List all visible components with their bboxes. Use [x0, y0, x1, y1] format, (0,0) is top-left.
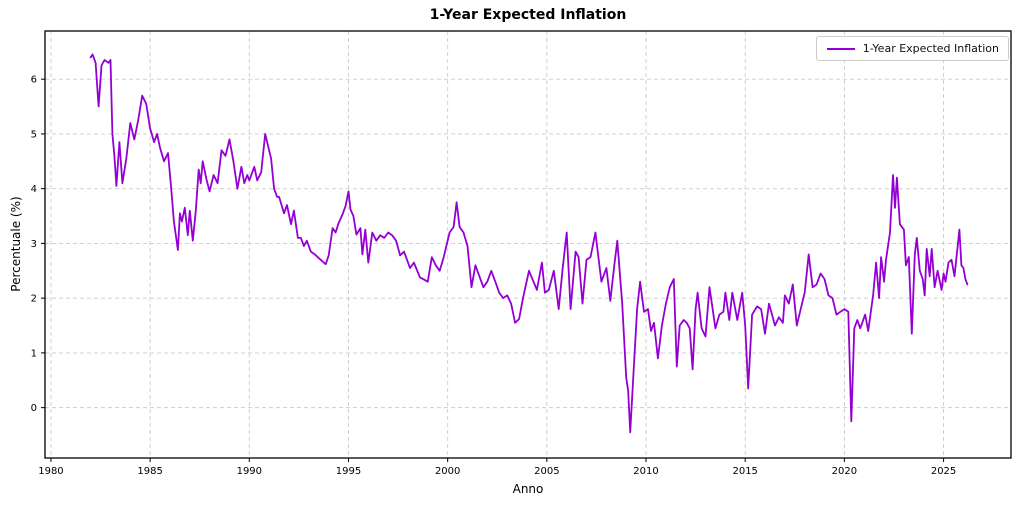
y-tick-label: 4 — [31, 184, 37, 195]
y-tick-label: 3 — [31, 239, 37, 250]
y-tick-label: 1 — [31, 348, 37, 359]
x-tick-label: 1980 — [38, 466, 63, 477]
legend-label: 1-Year Expected Inflation — [862, 42, 999, 55]
y-tick-label: 2 — [31, 294, 37, 305]
x-tick-label: 2005 — [534, 466, 559, 477]
legend: 1-Year Expected Inflation — [815, 36, 1009, 61]
x-axis-label: Anno — [512, 482, 544, 496]
y-tick-label: 0 — [31, 403, 37, 414]
x-tick-label: 2015 — [732, 466, 757, 477]
x-tick-label: 1995 — [336, 466, 361, 477]
x-tick-label: 2000 — [435, 466, 460, 477]
y-tick-label: 5 — [31, 129, 37, 140]
x-tick-label: 2010 — [633, 466, 658, 477]
x-tick-label: 1985 — [137, 466, 162, 477]
x-tick-label: 2020 — [832, 466, 857, 477]
plot-border — [44, 30, 1012, 459]
legend-line-swatch — [826, 47, 855, 50]
x-tick-label: 2025 — [931, 466, 956, 477]
y-tick-label: 6 — [31, 75, 37, 86]
plot-background — [45, 31, 1011, 458]
y-axis-label: Percentuale (%) — [9, 196, 23, 292]
chart-title: 1-Year Expected Inflation — [429, 7, 627, 23]
inflation-line — [89, 53, 969, 434]
x-tick-label: 1990 — [237, 466, 262, 477]
